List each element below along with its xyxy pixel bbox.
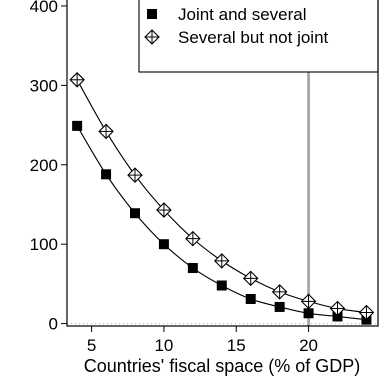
x-tick-label: 5 — [87, 336, 96, 355]
x-tick-label: 15 — [227, 336, 246, 355]
data-point-series-1 — [101, 169, 112, 180]
data-point-series-2 — [185, 230, 201, 247]
data-point-series-1 — [332, 311, 343, 322]
data-point-series-2 — [271, 284, 288, 300]
plot-frame — [66, 0, 379, 327]
data-point-series-2 — [300, 293, 317, 310]
data-point-series-2 — [358, 304, 375, 321]
y-tick-label: 300 — [30, 76, 58, 95]
data-point-series-2 — [98, 123, 114, 140]
data-point-series-1 — [158, 239, 169, 250]
y-tick-label: 100 — [30, 235, 58, 254]
x-tick-label: 10 — [154, 336, 173, 355]
series-line-2 — [76, 79, 367, 314]
legend-box — [138, 0, 379, 73]
data-point-series-1 — [129, 208, 140, 219]
y-tick-label: 400 — [30, 0, 58, 16]
data-point-series-1 — [245, 293, 256, 304]
data-point-series-2 — [156, 202, 172, 218]
data-point-series-1 — [303, 308, 314, 319]
legend-label: Joint and several — [178, 5, 307, 24]
data-point-series-2 — [242, 270, 259, 287]
legend-marker-1 — [147, 9, 157, 19]
data-point-series-1 — [216, 280, 227, 291]
legend-label: Several but not joint — [178, 28, 329, 47]
data-point-series-2 — [329, 300, 346, 317]
data-point-series-1 — [274, 301, 285, 312]
data-point-series-2 — [69, 72, 85, 88]
data-point-series-2 — [127, 167, 143, 183]
y-tick-label: 0 — [49, 315, 58, 334]
x-tick-label: 20 — [299, 336, 318, 355]
legend-marker-2 — [144, 29, 160, 45]
data-point-series-1 — [72, 120, 83, 131]
x-axis-title: Countries' fiscal space (% of GDP) — [84, 356, 361, 376]
data-point-series-2 — [213, 253, 230, 269]
data-point-series-1 — [187, 263, 198, 274]
y-tick-label: 200 — [30, 156, 58, 175]
